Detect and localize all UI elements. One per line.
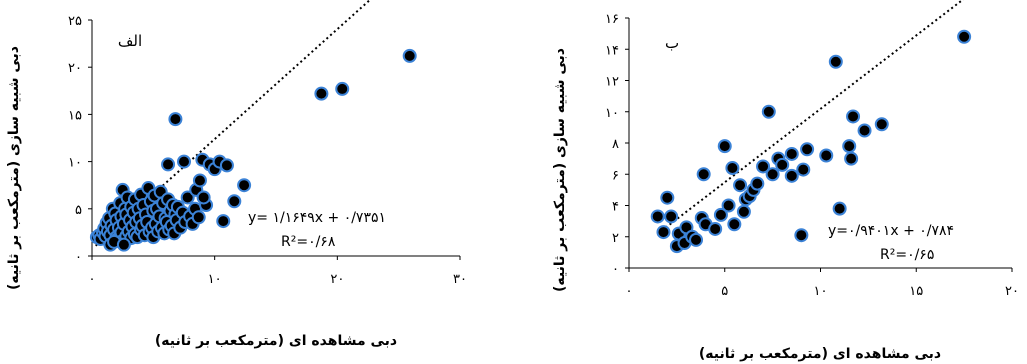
x-tick-label: ۱۵ (909, 284, 923, 299)
y-tick-label: ۵ (75, 203, 82, 218)
data-point (192, 173, 207, 188)
data-point (756, 159, 771, 174)
x-tick-label: ۱۰ (814, 284, 828, 299)
y-tick-label: ۱۴ (605, 43, 619, 58)
data-point (828, 54, 843, 69)
chart-a-axes (88, 19, 461, 260)
chart-b: دبی شبیه سازی (مترمکعب بر ثانیه) دبی مشا… (552, 0, 1019, 362)
data-point (844, 151, 859, 166)
chart-b-r2: R²=۰/۶۵ (880, 247, 934, 263)
data-point (650, 209, 665, 224)
chart-b-tick-labels: ۰ ۵ ۱۰ ۱۵ ۲۰ ۰ ۲ ۴ ۶ ۸ ۱۰ ۱۲ ۱۴ ۱۶ (605, 12, 1019, 299)
x-tick-label: ۲۰ (1005, 284, 1019, 299)
data-point (696, 167, 711, 182)
data-point (761, 104, 776, 119)
data-point (237, 178, 252, 193)
y-tick-label: ۱۲ (605, 75, 619, 90)
data-point (775, 157, 790, 172)
chart-a-ylabel: دبی شبیه سازی (مترمکعب بر ثانیه) (6, 46, 22, 290)
data-point (857, 123, 872, 138)
data-point (717, 139, 732, 154)
chart-a: دبی شبیه سازی (مترمکعب بر ثانیه) دبی مشا… (6, 0, 467, 349)
x-tick-label: ۰ (626, 284, 633, 299)
data-point (219, 158, 234, 173)
data-point (794, 228, 809, 243)
data-point (721, 198, 736, 213)
data-point (800, 142, 815, 157)
data-point (660, 190, 675, 205)
chart-b-trendline (657, 0, 965, 235)
chart-b-panel-label: ب (665, 34, 679, 52)
data-point (177, 154, 191, 169)
data-point (656, 225, 671, 240)
chart-a-panel-label: الف (118, 32, 142, 50)
data-point (765, 167, 780, 182)
trendline (657, 0, 965, 235)
data-point (713, 207, 728, 222)
data-point (708, 221, 723, 236)
chart-a-xlabel: دبی مشاهده ای (مترمکعب بر ثانیه) (155, 333, 397, 349)
data-point (842, 139, 857, 154)
data-point (784, 168, 799, 183)
data-point (116, 237, 131, 252)
data-point (196, 190, 211, 205)
data-point (335, 81, 350, 96)
chart-b-ylabel: دبی شبیه سازی (مترمکعب بر ثانیه) (552, 48, 568, 292)
y-tick-label: ۰ (612, 262, 619, 277)
y-tick-label: ۱۶ (605, 12, 619, 27)
x-tick-label: ۰ (89, 272, 96, 287)
data-point (832, 201, 847, 216)
data-point (161, 157, 176, 172)
y-tick-label: ۱۰ (605, 106, 619, 121)
y-tick-label: ۶ (612, 168, 619, 183)
data-point (727, 217, 742, 232)
x-tick-label: ۲۰ (330, 272, 344, 287)
chart-a-equation: y= ۱/۱۶۴۹x + ۰/۷۳۵۱ (248, 210, 386, 226)
data-point (191, 210, 206, 225)
chart-b-points (650, 29, 972, 254)
x-tick-label: ۳۰ (453, 272, 467, 287)
data-point (874, 117, 889, 132)
data-point (168, 112, 183, 127)
y-tick-label: ۰ (75, 250, 82, 265)
chart-a-tick-labels: ۰ ۱۰ ۲۰ ۳۰ ۰ ۵ ۱۰ ۱۵ ۲۰ ۲۵ (68, 14, 467, 287)
y-tick-label: ۲۰ (68, 61, 82, 76)
y-tick-label: ۱۵ (68, 108, 82, 123)
data-point (180, 190, 195, 205)
data-point (664, 209, 679, 224)
data-point (736, 204, 751, 219)
data-point (725, 161, 740, 175)
y-tick-label: ۲۵ (68, 14, 82, 29)
chart-b-equation: y=۰/۹۴۰۱x + ۰/۷۸۴ (828, 223, 954, 239)
data-point (733, 178, 748, 193)
x-tick-label: ۵ (721, 284, 728, 299)
chart-a-r2: R²=۰/۶۸ (281, 234, 336, 250)
y-tick-label: ۱۰ (68, 156, 82, 171)
data-point (689, 232, 704, 247)
y-tick-label: ۸ (612, 137, 619, 152)
data-point (819, 148, 834, 163)
chart-b-xlabel: دبی مشاهده ای (مترمکعب بر ثانیه) (699, 346, 941, 362)
y-tick-label: ۲ (612, 231, 619, 246)
data-point (846, 109, 861, 124)
data-point (957, 29, 972, 44)
y-tick-label: ۴ (612, 200, 619, 215)
chart-b-axes (625, 17, 1013, 272)
x-tick-label: ۱۰ (208, 272, 222, 287)
chart-a-points (89, 48, 417, 252)
data-point (216, 214, 231, 229)
data-point (227, 194, 242, 209)
data-point (750, 176, 765, 191)
data-point (796, 162, 811, 177)
data-point (784, 146, 799, 161)
data-point (402, 48, 417, 63)
data-point (314, 86, 329, 101)
